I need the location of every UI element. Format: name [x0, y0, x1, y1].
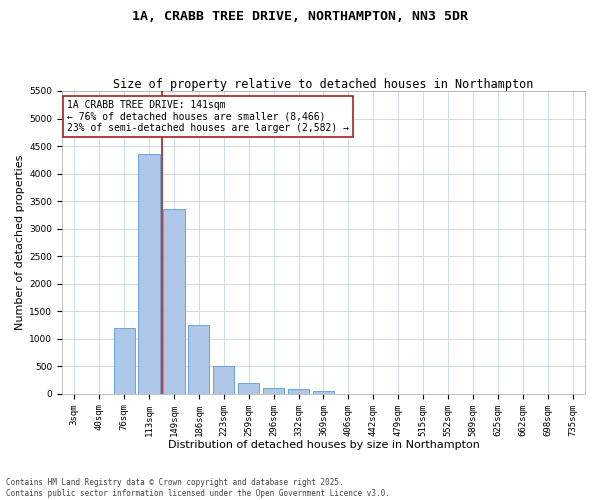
Text: 1A CRABB TREE DRIVE: 141sqm
← 76% of detached houses are smaller (8,466)
23% of : 1A CRABB TREE DRIVE: 141sqm ← 76% of det…	[67, 100, 349, 134]
Bar	[188, 325, 209, 394]
X-axis label: Distribution of detached houses by size in Northampton: Distribution of detached houses by size …	[167, 440, 479, 450]
Bar	[213, 366, 235, 394]
Y-axis label: Number of detached properties: Number of detached properties	[15, 154, 25, 330]
Title: Size of property relative to detached houses in Northampton: Size of property relative to detached ho…	[113, 78, 533, 91]
Bar	[313, 390, 334, 394]
Text: 1A, CRABB TREE DRIVE, NORTHAMPTON, NN3 5DR: 1A, CRABB TREE DRIVE, NORTHAMPTON, NN3 5…	[132, 10, 468, 23]
Bar	[263, 388, 284, 394]
Bar	[163, 210, 185, 394]
Bar	[238, 383, 259, 394]
Bar	[113, 328, 135, 394]
Bar	[139, 154, 160, 394]
Bar	[288, 390, 309, 394]
Text: Contains HM Land Registry data © Crown copyright and database right 2025.
Contai: Contains HM Land Registry data © Crown c…	[6, 478, 390, 498]
